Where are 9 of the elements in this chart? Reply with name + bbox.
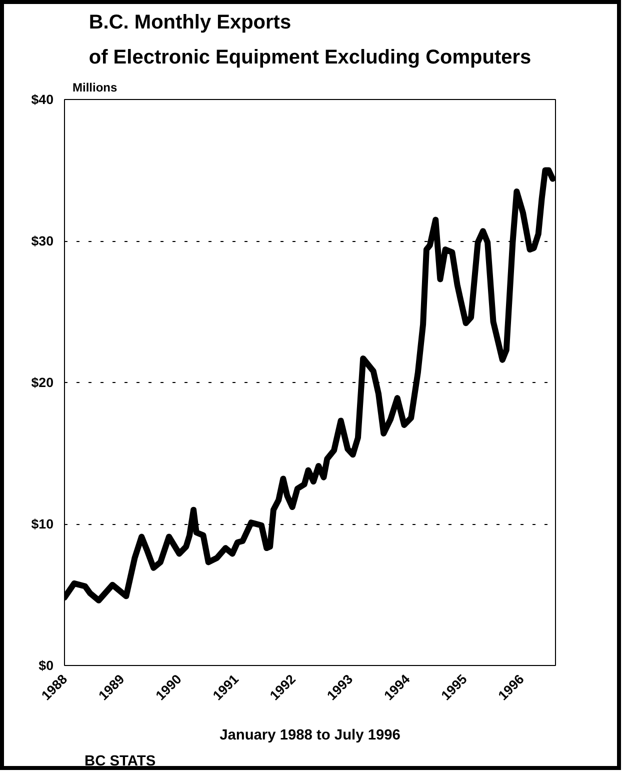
y-tick-label: $20 <box>31 375 54 390</box>
y-tick-label: $40 <box>31 92 54 107</box>
y-tick-label: $0 <box>38 658 54 673</box>
y-tick-label: $30 <box>31 234 54 248</box>
y-tick-label: $10 <box>31 516 54 532</box>
text: BC STATS <box>84 754 156 770</box>
x-axis-title: January 1988 to July 1996 <box>220 728 400 744</box>
y-axis-title: Millions <box>72 80 118 94</box>
chart-title: B.C. Monthly Exports of Electronic Equipment Excluding Computers <box>88 11 532 68</box>
